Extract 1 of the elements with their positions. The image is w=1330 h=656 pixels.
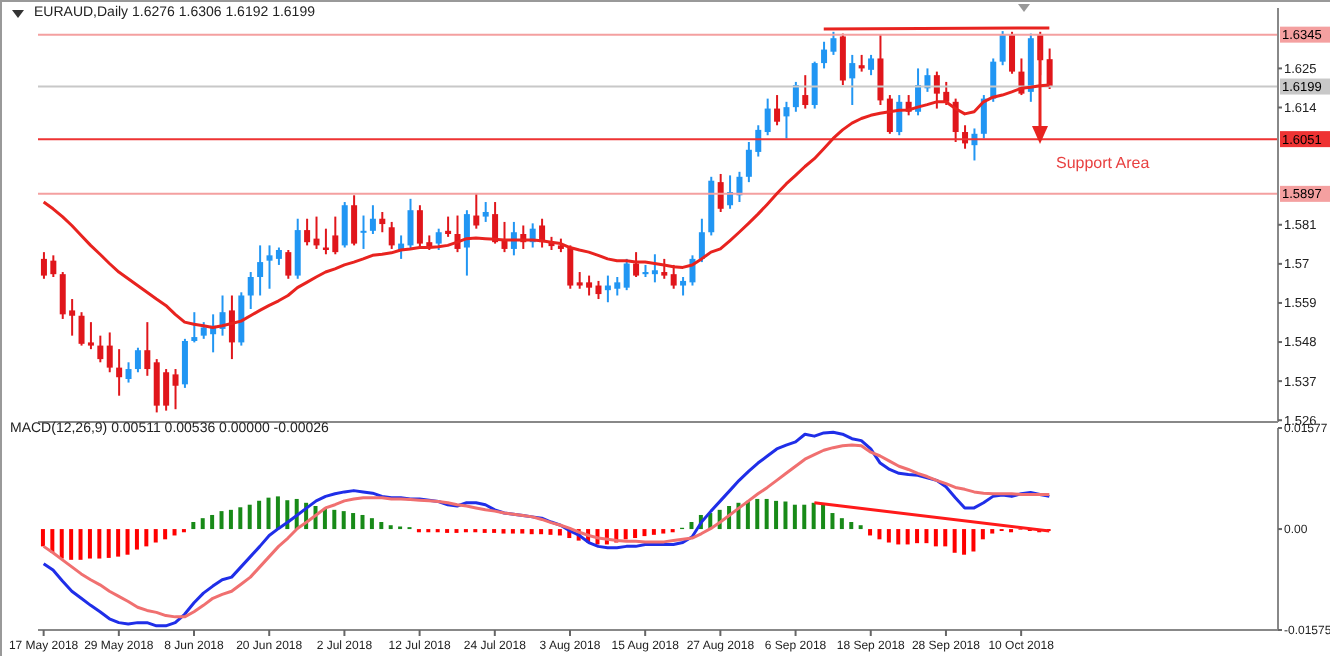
text: Support Area [1056, 154, 1150, 172]
